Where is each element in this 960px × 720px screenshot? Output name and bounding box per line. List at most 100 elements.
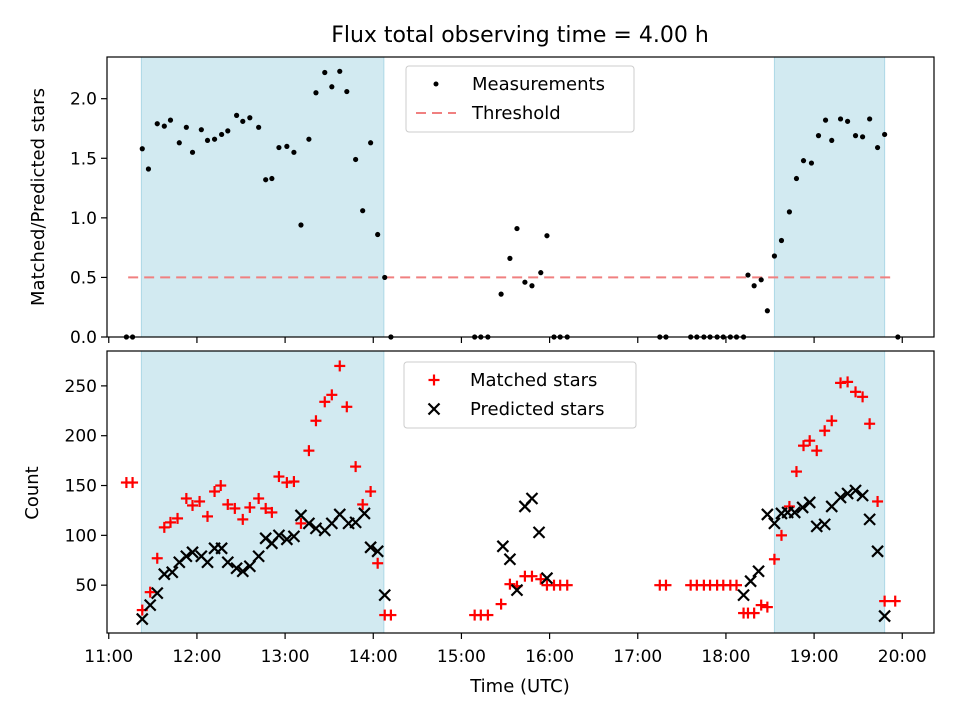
matched-star-point <box>826 415 838 427</box>
legend-matched-label: Matched stars <box>470 370 597 391</box>
measurement-point <box>234 112 240 118</box>
matched-star-point <box>334 360 346 372</box>
measurement-point <box>219 131 225 138</box>
measurement-point <box>269 175 275 182</box>
measurement-point <box>522 279 528 285</box>
predicted-star-point <box>849 484 862 497</box>
matched-star-point <box>319 396 331 408</box>
count-legend: Matched stars Predicted stars <box>403 361 637 429</box>
measurement-point <box>859 134 866 140</box>
predicted-star-point <box>215 542 228 555</box>
matched-star-point <box>295 517 307 529</box>
measurement-point <box>382 274 388 281</box>
predicted-star-point <box>841 487 854 500</box>
measurement-point <box>198 127 204 133</box>
measurement-point <box>764 308 770 314</box>
predicted-star-point <box>834 491 847 504</box>
matched-star-point <box>180 492 192 504</box>
matched-star-point <box>237 513 249 525</box>
measurement-point <box>867 116 873 122</box>
legend-plus-marker <box>428 374 440 386</box>
matched-star-point <box>151 552 163 564</box>
predicted-star-point <box>135 612 149 626</box>
matched-star-point <box>326 389 338 401</box>
measurement-point <box>498 291 504 297</box>
measurement-point <box>529 283 535 289</box>
measurement-point <box>829 137 835 144</box>
matched-star-point <box>842 376 854 388</box>
measurement-point <box>882 131 888 138</box>
predicted-star-point <box>803 496 816 509</box>
predicted-star-point <box>744 574 757 588</box>
measurement-point <box>844 118 851 124</box>
measurement-point <box>778 237 785 244</box>
ratio-plot-frame <box>106 56 935 338</box>
matched-star-point <box>253 492 265 504</box>
predicted-star-point <box>272 529 286 542</box>
time-x-tick-label: 15:00 <box>437 647 486 667</box>
legend-predicted-label: Predicted stars <box>470 399 604 420</box>
predicted-star-point <box>863 513 876 526</box>
measurement-point <box>204 137 211 144</box>
predicted-star-point <box>143 598 157 612</box>
predicted-star-point <box>358 507 371 520</box>
matched-star-point <box>372 557 384 569</box>
measurement-point <box>240 118 246 124</box>
matched-star-point <box>202 510 214 522</box>
predicted-star-point <box>856 489 869 502</box>
matched-star-point <box>857 391 869 403</box>
matched-star-point <box>660 579 672 591</box>
predicted-star-point <box>818 518 831 531</box>
measurement-point <box>514 225 520 232</box>
predicted-star-point <box>165 565 179 579</box>
measurement-point <box>507 255 513 261</box>
matched-star-point <box>194 495 206 507</box>
measurement-point <box>139 146 145 152</box>
measurement-point <box>745 272 751 278</box>
matched-star-point <box>819 425 831 437</box>
predicted-star-point <box>871 545 884 558</box>
measurement-point <box>211 136 218 142</box>
time-x-tick-label: 18:00 <box>701 647 750 667</box>
matched-star-point <box>260 502 272 514</box>
ratio-y-axis-label: Matched/Predicted stars <box>28 88 49 306</box>
predicted-star-point <box>752 564 765 578</box>
time-x-axis: 11:00 12:00 13:00 14:00 15:00 16:00 17:00 18:00… <box>84 633 927 667</box>
predicted-star-point <box>796 501 809 514</box>
predicted-star-point <box>243 559 257 573</box>
matched-star-point <box>798 440 810 452</box>
measurement-point <box>263 177 269 183</box>
predicted-star-point <box>371 545 384 558</box>
matched-star-point <box>775 529 787 541</box>
ratio-legend-box <box>405 65 635 133</box>
predicted-star-point <box>510 583 524 597</box>
measurement-point <box>183 124 189 130</box>
predicted-star-point <box>540 571 554 585</box>
measurement-point <box>368 140 374 146</box>
measurement-point <box>337 68 343 74</box>
measurement-point <box>360 208 366 214</box>
observing-window-1 <box>140 56 385 338</box>
legend-predicted-marker <box>427 402 441 416</box>
predicted-star-point <box>378 588 392 602</box>
measurement-point <box>298 222 304 228</box>
measurement-point <box>225 128 231 134</box>
matched-star-point <box>755 599 767 611</box>
matched-star-point <box>172 512 184 524</box>
observing-window-1 <box>140 350 385 634</box>
count-plot-frame <box>106 350 935 634</box>
measurement-point <box>276 144 282 151</box>
figure-title: Flux total observing time = 4.00 h <box>331 23 709 48</box>
legend-measurements-marker <box>433 81 439 87</box>
predicted-star-point <box>788 506 801 519</box>
matched-star-point <box>266 506 278 518</box>
ratio-y-tick-label: 0.0 <box>70 328 97 348</box>
matched-star-point <box>790 466 802 478</box>
measurement-point <box>313 90 319 96</box>
measurement-point <box>353 156 359 163</box>
time-x-tick-label: 13:00 <box>261 647 310 667</box>
predicted-star-point <box>287 530 301 543</box>
measurement-point <box>256 124 262 130</box>
ratio-x-ticks <box>108 337 903 343</box>
count-y-tick-label: 50 <box>75 576 97 596</box>
